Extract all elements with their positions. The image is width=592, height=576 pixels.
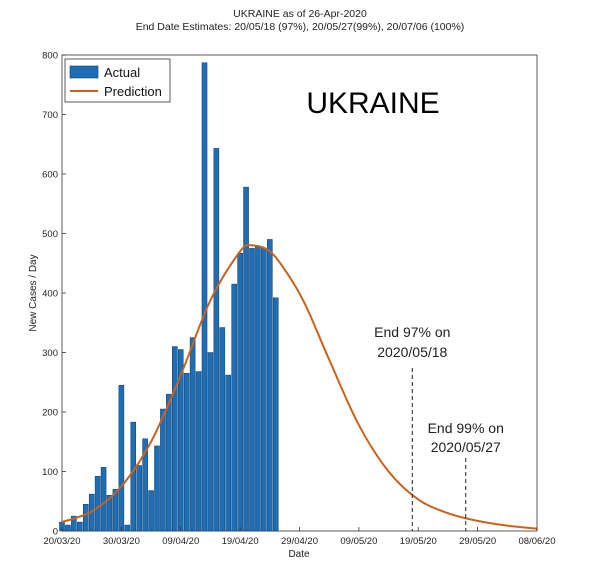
y-axis-ticks: 0 100 200 300 400 500 600 700 800	[42, 51, 66, 538]
bar	[249, 248, 255, 532]
bar	[183, 373, 190, 532]
bar	[195, 371, 202, 532]
bar	[267, 239, 273, 532]
x-tick-label: 09/04/20	[162, 536, 199, 547]
annotation-line1: End 97% on	[374, 324, 450, 340]
legend: Actual Prediction	[64, 58, 171, 103]
chart-subtitle: End Date Estimates: 20/05/18 (97%), 20/0…	[136, 21, 465, 33]
y-tick-label: 200	[42, 408, 58, 419]
prediction-line	[61, 243, 538, 530]
x-tick-label: 19/04/20	[222, 536, 259, 547]
bar	[154, 445, 160, 532]
bar	[172, 346, 178, 532]
bar	[237, 252, 243, 532]
legend-actual-swatch	[69, 65, 99, 79]
bar	[71, 515, 77, 532]
x-tick-label: 08/06/20	[519, 536, 556, 547]
y-tick-label: 600	[42, 170, 58, 181]
bar	[189, 337, 196, 532]
bar	[166, 393, 172, 532]
bars-group	[59, 62, 279, 532]
bar	[112, 489, 119, 532]
x-tick-label: 29/04/20	[281, 536, 318, 547]
y-axis-label: New Cases / Day	[28, 254, 39, 331]
y-tick-label: 500	[42, 229, 58, 240]
legend-prediction-label: Prediction	[104, 84, 162, 99]
bar	[225, 374, 232, 532]
bar	[231, 283, 237, 532]
bar	[261, 248, 267, 532]
y-tick-label: 800	[42, 51, 58, 62]
bar	[201, 62, 208, 532]
annotation-line2: 2020/05/18	[377, 344, 447, 360]
bar	[219, 327, 226, 532]
annotations-group: End 97% on 2020/05/18 End 99% on 2020/05/27	[374, 324, 504, 531]
bar	[136, 465, 142, 532]
bar	[272, 297, 279, 532]
bar	[106, 495, 113, 532]
bar	[213, 148, 220, 532]
bar	[94, 476, 101, 532]
bar	[243, 186, 249, 532]
x-tick-label: 20/03/20	[44, 536, 81, 547]
country-label: UKRAINE	[306, 87, 439, 120]
chart-title: UKRAINE as of 26-Apr-2020	[233, 8, 367, 20]
legend-actual-label: Actual	[104, 65, 140, 80]
y-tick-label: 0	[53, 527, 58, 538]
y-tick-label: 700	[42, 110, 58, 121]
y-tick-label: 300	[42, 348, 58, 359]
prediction-group	[61, 243, 538, 530]
x-tick-label: 29/05/20	[459, 536, 496, 547]
bar	[130, 421, 137, 532]
bar	[255, 246, 261, 532]
x-tick-label: 19/05/20	[400, 536, 437, 547]
bar	[160, 408, 166, 532]
bar	[142, 438, 148, 532]
bar	[82, 503, 89, 532]
bar	[100, 467, 107, 532]
x-axis-label: Date	[288, 549, 310, 560]
bar	[148, 490, 154, 532]
annotation-line1: End 99% on	[428, 420, 504, 436]
y-tick-label: 400	[42, 289, 58, 300]
bar	[118, 384, 125, 532]
annotation-line2: 2020/05/27	[431, 439, 501, 455]
bar	[207, 352, 214, 532]
bar	[124, 524, 131, 532]
y-tick-label: 100	[42, 467, 58, 478]
x-tick-label: 30/03/20	[103, 536, 140, 547]
bar	[77, 521, 83, 532]
x-tick-label: 09/05/20	[340, 536, 377, 547]
x-axis-ticks: 20/03/20 30/03/20 09/04/20 19/04/20 29/04/20…	[44, 527, 556, 547]
bar	[65, 524, 71, 532]
